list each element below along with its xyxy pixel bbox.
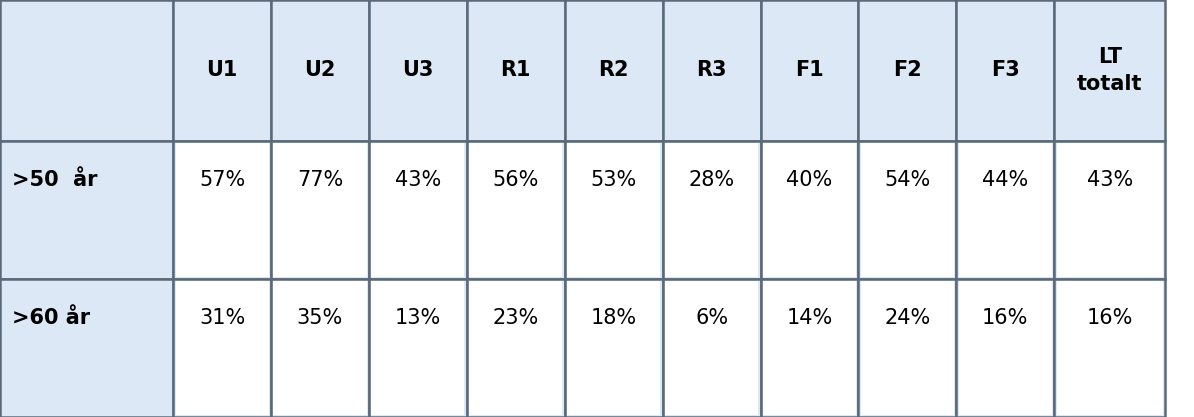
FancyBboxPatch shape bbox=[371, 143, 464, 277]
FancyBboxPatch shape bbox=[663, 141, 761, 279]
Text: 16%: 16% bbox=[983, 308, 1028, 328]
FancyBboxPatch shape bbox=[565, 279, 663, 417]
FancyBboxPatch shape bbox=[956, 141, 1054, 279]
FancyBboxPatch shape bbox=[665, 143, 758, 277]
Text: 35%: 35% bbox=[297, 308, 343, 328]
Text: 43%: 43% bbox=[1087, 170, 1133, 190]
Text: LT
totalt: LT totalt bbox=[1077, 47, 1143, 94]
FancyBboxPatch shape bbox=[861, 281, 954, 415]
FancyBboxPatch shape bbox=[761, 141, 858, 279]
FancyBboxPatch shape bbox=[173, 0, 271, 141]
Text: F2: F2 bbox=[893, 60, 922, 80]
FancyBboxPatch shape bbox=[858, 0, 956, 141]
Text: 6%: 6% bbox=[695, 308, 728, 328]
Text: 16%: 16% bbox=[1087, 308, 1133, 328]
FancyBboxPatch shape bbox=[1054, 141, 1165, 279]
FancyBboxPatch shape bbox=[469, 143, 562, 277]
Text: 31%: 31% bbox=[199, 308, 245, 328]
Text: 44%: 44% bbox=[983, 170, 1028, 190]
FancyBboxPatch shape bbox=[663, 0, 761, 141]
Text: R2: R2 bbox=[598, 60, 629, 80]
FancyBboxPatch shape bbox=[0, 0, 173, 141]
Text: >50  år: >50 år bbox=[12, 170, 98, 190]
FancyBboxPatch shape bbox=[273, 281, 367, 415]
FancyBboxPatch shape bbox=[956, 0, 1054, 141]
Text: U1: U1 bbox=[207, 60, 238, 80]
FancyBboxPatch shape bbox=[763, 143, 856, 277]
Text: >60 år: >60 år bbox=[12, 308, 90, 328]
FancyBboxPatch shape bbox=[467, 279, 565, 417]
Text: 40%: 40% bbox=[787, 170, 832, 190]
FancyBboxPatch shape bbox=[861, 143, 954, 277]
Text: 43%: 43% bbox=[395, 170, 441, 190]
Text: F3: F3 bbox=[991, 60, 1020, 80]
FancyBboxPatch shape bbox=[1057, 143, 1163, 277]
FancyBboxPatch shape bbox=[761, 279, 858, 417]
Text: R1: R1 bbox=[500, 60, 531, 80]
FancyBboxPatch shape bbox=[271, 0, 369, 141]
FancyBboxPatch shape bbox=[763, 281, 856, 415]
Text: 18%: 18% bbox=[591, 308, 636, 328]
Text: 28%: 28% bbox=[689, 170, 734, 190]
FancyBboxPatch shape bbox=[567, 143, 660, 277]
Text: 77%: 77% bbox=[297, 170, 343, 190]
FancyBboxPatch shape bbox=[371, 281, 464, 415]
FancyBboxPatch shape bbox=[173, 141, 271, 279]
FancyBboxPatch shape bbox=[176, 281, 269, 415]
Text: 57%: 57% bbox=[199, 170, 245, 190]
Text: 54%: 54% bbox=[885, 170, 930, 190]
FancyBboxPatch shape bbox=[956, 279, 1054, 417]
FancyBboxPatch shape bbox=[761, 0, 858, 141]
Text: U2: U2 bbox=[304, 60, 336, 80]
FancyBboxPatch shape bbox=[0, 279, 173, 417]
FancyBboxPatch shape bbox=[959, 281, 1052, 415]
FancyBboxPatch shape bbox=[665, 281, 758, 415]
FancyBboxPatch shape bbox=[273, 143, 367, 277]
FancyBboxPatch shape bbox=[369, 141, 467, 279]
FancyBboxPatch shape bbox=[565, 0, 663, 141]
Text: 13%: 13% bbox=[395, 308, 441, 328]
FancyBboxPatch shape bbox=[271, 279, 369, 417]
FancyBboxPatch shape bbox=[173, 279, 271, 417]
FancyBboxPatch shape bbox=[369, 0, 467, 141]
Text: 23%: 23% bbox=[493, 308, 538, 328]
FancyBboxPatch shape bbox=[469, 281, 562, 415]
FancyBboxPatch shape bbox=[858, 141, 956, 279]
FancyBboxPatch shape bbox=[565, 141, 663, 279]
Text: 14%: 14% bbox=[787, 308, 832, 328]
Text: R3: R3 bbox=[696, 60, 727, 80]
Text: 24%: 24% bbox=[885, 308, 930, 328]
FancyBboxPatch shape bbox=[567, 281, 660, 415]
FancyBboxPatch shape bbox=[271, 141, 369, 279]
FancyBboxPatch shape bbox=[467, 0, 565, 141]
Text: F1: F1 bbox=[795, 60, 824, 80]
Text: 53%: 53% bbox=[591, 170, 636, 190]
FancyBboxPatch shape bbox=[959, 143, 1052, 277]
FancyBboxPatch shape bbox=[1057, 281, 1163, 415]
Text: U3: U3 bbox=[402, 60, 433, 80]
FancyBboxPatch shape bbox=[1054, 0, 1165, 141]
FancyBboxPatch shape bbox=[858, 279, 956, 417]
FancyBboxPatch shape bbox=[176, 143, 269, 277]
FancyBboxPatch shape bbox=[663, 279, 761, 417]
FancyBboxPatch shape bbox=[1054, 279, 1165, 417]
Text: 56%: 56% bbox=[493, 170, 538, 190]
FancyBboxPatch shape bbox=[369, 279, 467, 417]
FancyBboxPatch shape bbox=[467, 141, 565, 279]
FancyBboxPatch shape bbox=[0, 141, 173, 279]
